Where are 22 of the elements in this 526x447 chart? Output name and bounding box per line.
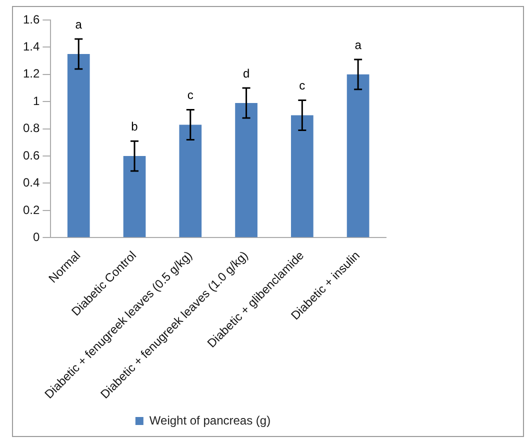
annotation: c [187,88,194,102]
bar [346,74,370,238]
y-tick-label: 0.8 [22,121,40,136]
y-tick-label: 0 [32,230,40,244]
annotation: a [75,17,82,32]
y-tick-label: 1.4 [22,40,40,54]
y-tick-label: 0.2 [22,202,40,217]
annotation: a [354,38,362,52]
bar [179,124,202,238]
y-tick-label: 0.6 [22,148,40,162]
bar [290,115,314,238]
y-tick-label: 1.2 [22,66,40,81]
y-tick-label: 1 [32,94,40,108]
annotation: b [131,119,138,134]
bar [235,102,258,238]
y-tick-label: 0.4 [22,176,40,190]
legend-label: Weight of pancreas (g) [149,413,271,428]
bar [67,54,90,238]
annotation: c [299,78,306,93]
y-tick-label: 1.6 [22,12,40,26]
bar [123,156,146,238]
annotation: d [242,66,250,80]
